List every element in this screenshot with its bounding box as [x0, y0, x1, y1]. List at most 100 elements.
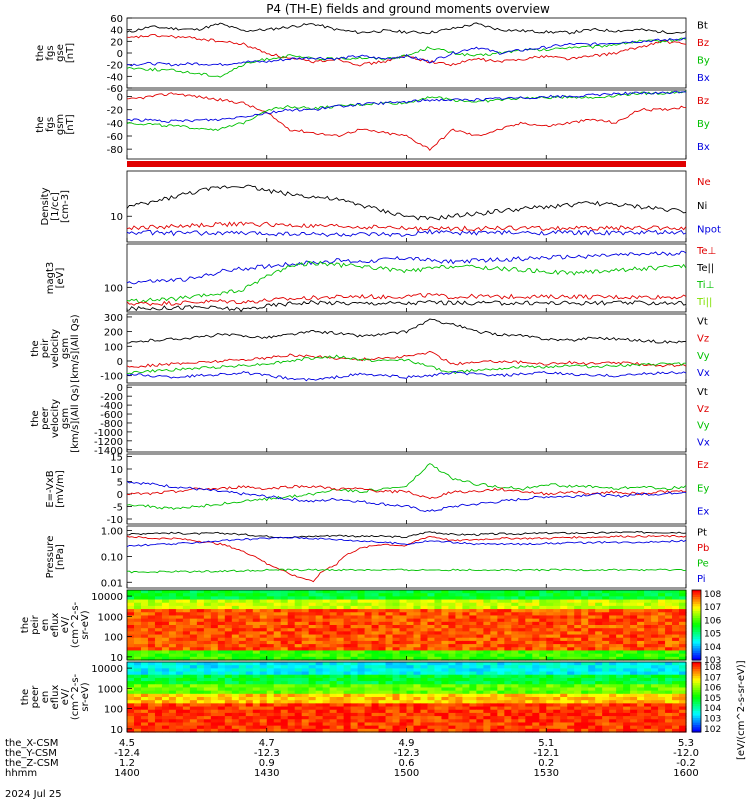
x-axis-value: 1500 [394, 768, 419, 779]
heatmap-cell [455, 665, 463, 669]
heatmap-cell [427, 671, 436, 676]
colorbar-tick-label: 102 [704, 725, 721, 735]
heatmap-cell [378, 647, 387, 652]
heatmap-cell [427, 590, 436, 594]
heatmap-cell [147, 719, 156, 724]
heatmap-cell [259, 640, 268, 645]
heatmap-cell [294, 697, 303, 701]
heatmap-cell [189, 712, 198, 717]
heatmap-cell [672, 677, 680, 682]
heatmap-cell [434, 690, 443, 695]
heatmap-cell [406, 706, 415, 711]
heatmap-cell [539, 599, 547, 604]
heatmap-cell [406, 593, 415, 597]
heatmap-cell [679, 596, 687, 601]
heatmap-cell [546, 650, 554, 655]
y-axis-label: sr-eV) [80, 610, 91, 639]
heatmap-cell [406, 605, 415, 610]
heatmap-cell [287, 615, 296, 620]
y-axis-label: (cm^2-s- [70, 601, 81, 648]
heatmap-cell [630, 653, 638, 658]
heatmap-cell [378, 644, 387, 648]
heatmap-cell [434, 719, 443, 724]
y-tick-label: -1400 [94, 446, 123, 457]
heatmap-cell [637, 615, 645, 620]
heatmap-cell [378, 690, 387, 695]
heatmap-cell [168, 656, 177, 661]
heatmap-cell [413, 647, 422, 652]
heatmap-cell [476, 716, 484, 720]
heatmap-cell [385, 712, 394, 717]
heatmap-cell [364, 697, 373, 701]
heatmap-cell [448, 615, 457, 620]
heatmap-cell [525, 706, 533, 711]
heatmap-cell [679, 677, 687, 682]
heatmap-cell [504, 605, 512, 610]
heatmap-cell [266, 634, 275, 639]
heatmap-cell [553, 681, 561, 685]
heatmap-cell [532, 590, 540, 594]
heatmap-cell [301, 637, 310, 642]
heatmap-cell [560, 612, 568, 617]
heatmap-cell [280, 693, 289, 698]
heatmap-cell [588, 656, 596, 661]
heatmap-cell [553, 615, 561, 620]
heatmap-cell [308, 677, 317, 682]
heatmap-cell [644, 640, 652, 645]
heatmap-cell [665, 615, 673, 620]
heatmap-cell [609, 644, 617, 648]
heatmap-cell [511, 697, 519, 701]
heatmap-cell [224, 728, 233, 733]
heatmap-cell [371, 656, 380, 661]
heatmap-cell [420, 671, 429, 676]
heatmap-cell [665, 644, 673, 648]
heatmap-cell [546, 644, 554, 648]
heatmap-cell [287, 621, 296, 626]
heatmap-cell [392, 700, 401, 704]
heatmap-cell [315, 650, 324, 655]
heatmap-cell [497, 602, 505, 607]
heatmap-cell [196, 602, 205, 607]
heatmap-cell [658, 700, 666, 704]
heatmap-cell [567, 590, 575, 594]
heatmap-cell [483, 621, 491, 626]
heatmap-cell [616, 656, 624, 661]
heatmap-cell [378, 668, 387, 673]
heatmap-cell [511, 609, 519, 613]
heatmap-cell [350, 637, 359, 642]
heatmap-cell [588, 681, 596, 685]
heatmap-cell [287, 719, 296, 724]
heatmap-cell [127, 590, 135, 594]
heatmap-cell [588, 602, 596, 607]
heatmap-cell [231, 690, 240, 695]
heatmap-cell [532, 700, 540, 704]
heatmap-cell [161, 687, 170, 692]
heatmap-cell [462, 712, 470, 717]
heatmap-cell [448, 674, 457, 679]
heatmap-cell [224, 671, 233, 676]
heatmap-cell [294, 665, 303, 669]
heatmap-cell [560, 650, 568, 655]
x-axis-value: 1400 [114, 768, 139, 779]
heatmap-cell [462, 609, 470, 613]
heatmap-cell [294, 596, 303, 601]
heatmap-cell [378, 602, 387, 607]
heatmap-cell [392, 716, 401, 720]
y-tick-label: 10000 [91, 592, 123, 603]
panel-frame [126, 170, 687, 243]
heatmap-cell [623, 719, 631, 724]
heatmap-cell [609, 628, 617, 632]
heatmap-cell [133, 621, 142, 626]
heatmap-cell [455, 653, 463, 658]
heatmap-cell [168, 637, 177, 642]
heatmap-cell [476, 637, 484, 642]
heatmap-cell [147, 640, 156, 645]
heatmap-cell [343, 650, 352, 655]
y-tick-label: 200 [104, 328, 123, 339]
heatmap-cell [637, 693, 645, 698]
heatmap-cell [462, 684, 470, 689]
heatmap-cell [574, 590, 582, 594]
heatmap-cell [154, 647, 163, 652]
heatmap-cell [343, 612, 352, 617]
heatmap-cell [350, 650, 359, 655]
